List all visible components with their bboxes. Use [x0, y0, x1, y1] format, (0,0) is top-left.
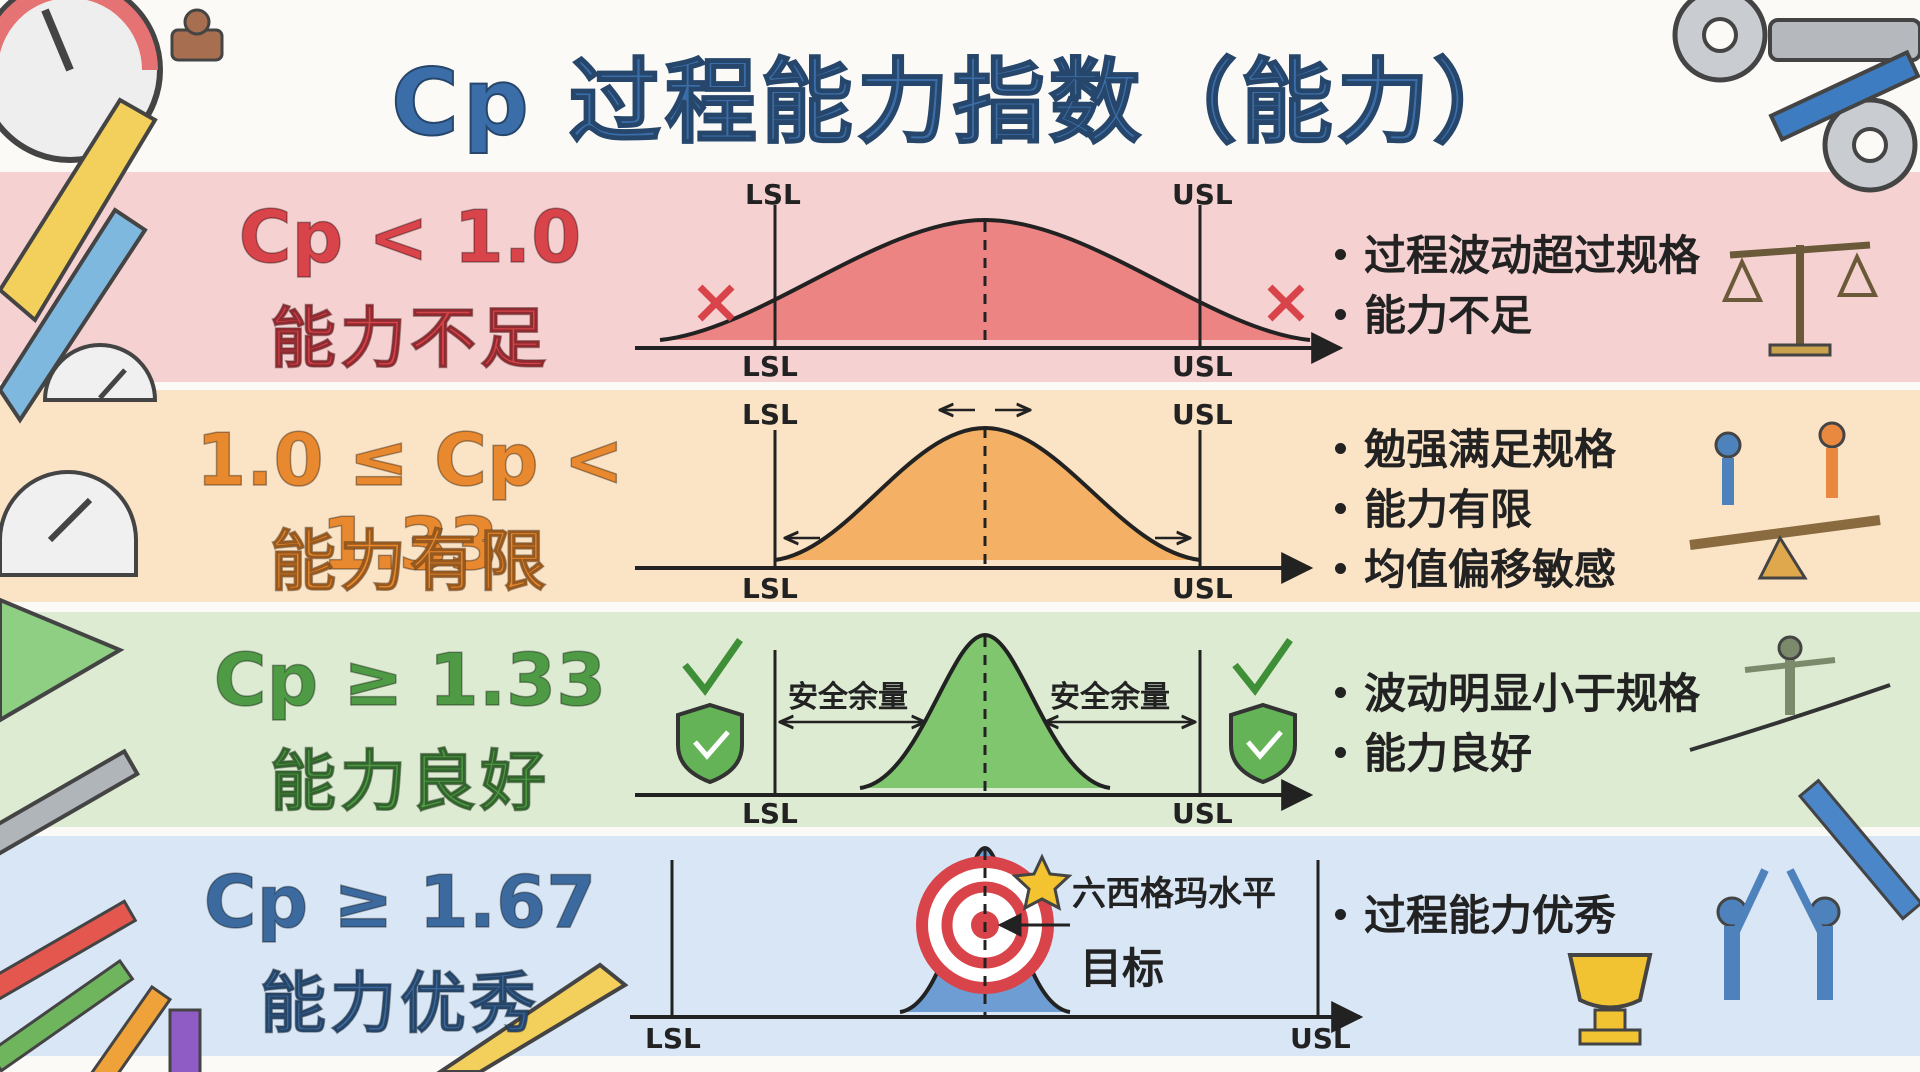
wrench-icon: [0, 748, 141, 857]
gauge-icon: [0, 470, 138, 577]
shield-check-icon: [1229, 702, 1297, 785]
balance-scale-icon: [1721, 241, 1879, 357]
stamp-icon: [170, 8, 224, 62]
cp-condition-red: Cp < 1.0: [238, 194, 582, 280]
bullet-item: 过程能力优秀: [1335, 882, 1616, 943]
usl-label: USL: [1172, 350, 1233, 383]
usl-label: USL: [1172, 572, 1233, 605]
usl-label: USL: [1172, 178, 1233, 211]
cp-condition-green: Cp ≥ 1.33: [213, 637, 607, 723]
lsl-label: LSL: [742, 398, 798, 431]
cp-capability-green: 能力良好: [269, 742, 550, 821]
x-mark-icon: [697, 284, 735, 322]
bullet-item: 能力不足: [1335, 282, 1532, 343]
gauge-icon: [42, 343, 158, 402]
lsl-label: LSL: [745, 178, 801, 211]
ruler-icon: [0, 97, 158, 424]
distribution-green: [635, 632, 1314, 811]
distribution-blue: [630, 845, 1364, 1033]
cp-capability-blue: 能力优秀: [259, 964, 540, 1043]
bullet-item: 能力有限: [1335, 476, 1532, 537]
check-mark-icon: [1232, 637, 1293, 696]
bullet-item: 过程波动超过规格: [1335, 222, 1700, 283]
bullet-item: 能力良好: [1335, 720, 1532, 781]
safety-margin-label: 安全余量: [1050, 680, 1170, 715]
seesaw-people-icon: [1689, 421, 1881, 580]
cp-capability-orange: 能力有限: [269, 522, 550, 601]
target-label: 目标: [1080, 944, 1165, 993]
high-five-people-icon: [1716, 868, 1841, 1000]
lsl-label: LSL: [742, 572, 798, 605]
distribution-red: [635, 205, 1344, 364]
shield-check-icon: [676, 702, 744, 785]
page-title: Cp 过程能力指数（能力）: [390, 48, 1529, 157]
gear-icon: [1672, 0, 1920, 193]
cp-condition-orange: 1.0 ≤ Cp < 1.33: [195, 417, 624, 587]
cp-condition-blue: Cp ≥ 1.67: [203, 859, 597, 945]
trophy-icon: [1567, 953, 1653, 1046]
x-mark-icon: [1267, 284, 1305, 322]
lsl-label: LSL: [645, 1022, 701, 1055]
safety-margin-label: 安全余量: [788, 680, 908, 715]
bullet-item: 波动明显小于规格: [1335, 660, 1700, 721]
bullet-item: 勉强满足规格: [1335, 416, 1616, 477]
star-icon: [1011, 853, 1073, 911]
usl-label: USL: [1172, 398, 1233, 431]
ruler-icon: [436, 962, 629, 1072]
usl-label: USL: [1290, 1022, 1351, 1055]
triangle-ruler-icon: [0, 597, 125, 723]
tightrope-walker-icon: [1689, 635, 1891, 752]
usl-label: USL: [1172, 797, 1233, 830]
check-mark-icon: [682, 637, 743, 696]
lsl-label: LSL: [742, 797, 798, 830]
pencil-icon: [1797, 778, 1920, 921]
six-sigma-label: 六西格玛水平: [1072, 874, 1276, 914]
pencil-icon: [0, 899, 202, 1072]
cp-capability-red: 能力不足: [269, 299, 550, 378]
lsl-label: LSL: [742, 350, 798, 383]
distribution-orange: [635, 410, 1314, 584]
bullet-item: 均值偏移敏感: [1335, 536, 1616, 597]
